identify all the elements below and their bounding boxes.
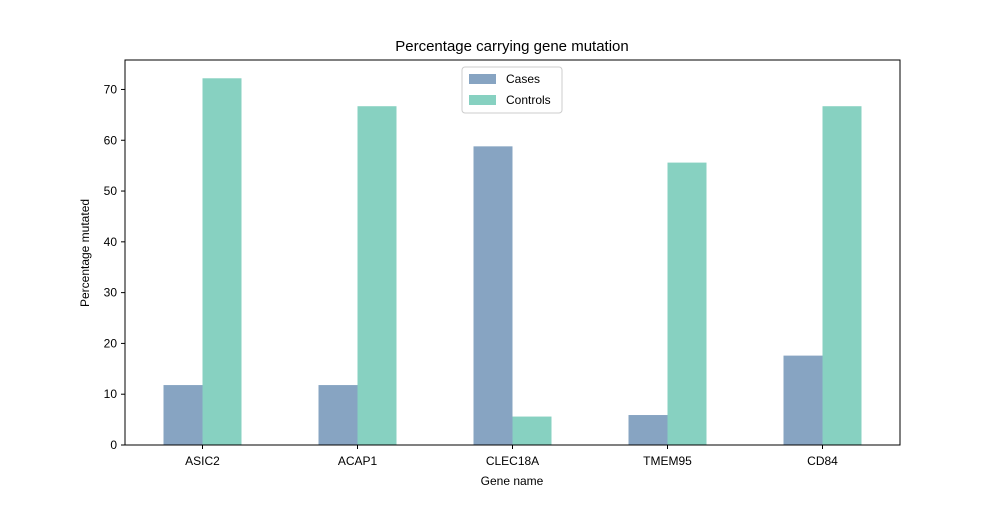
y-axis: 0 10 20 30 40 50 60 70 bbox=[104, 82, 125, 452]
legend-label-controls: Controls bbox=[506, 93, 551, 107]
bar-cases-asic2 bbox=[163, 385, 203, 445]
bar-controls-acap1 bbox=[357, 106, 397, 446]
y-tick-label: 50 bbox=[104, 184, 118, 198]
legend-swatch-controls bbox=[469, 95, 496, 105]
plot-area bbox=[124, 59, 901, 446]
legend-swatch-cases bbox=[469, 74, 496, 84]
legend-label-cases: Cases bbox=[506, 72, 540, 86]
x-tick-label-asic2: ASIC2 bbox=[185, 454, 220, 468]
bar-controls-tmem95 bbox=[667, 162, 707, 445]
x-tick-label-tmem95: TMEM95 bbox=[643, 454, 692, 468]
bar-cases-cd84 bbox=[783, 355, 823, 445]
y-tick-label: 30 bbox=[104, 286, 118, 300]
bar-controls-cd84 bbox=[822, 106, 862, 446]
bar-cases-acap1 bbox=[318, 385, 358, 445]
x-axis-label: Gene name bbox=[481, 474, 544, 488]
bar-cases-clec18a bbox=[473, 146, 513, 445]
y-tick-label: 10 bbox=[104, 387, 118, 401]
y-tick-label: 40 bbox=[104, 235, 118, 249]
bar-controls-clec18a bbox=[512, 416, 552, 445]
y-tick-label: 20 bbox=[104, 336, 118, 350]
x-tick-label-cd84: CD84 bbox=[807, 454, 838, 468]
legend: Cases Controls bbox=[461, 66, 563, 114]
y-tick-label: 60 bbox=[104, 133, 118, 147]
y-tick-label: 70 bbox=[104, 82, 118, 96]
bars-group bbox=[163, 78, 862, 446]
bar-controls-asic2 bbox=[202, 78, 242, 445]
y-axis-label: Percentage mutated bbox=[78, 199, 92, 307]
bar-cases-tmem95 bbox=[628, 415, 668, 445]
y-tick-label: 0 bbox=[110, 438, 117, 452]
plot-frame bbox=[124, 59, 901, 446]
x-tick-label-acap1: ACAP1 bbox=[338, 454, 378, 468]
x-tick-label-clec18a: CLEC18A bbox=[486, 454, 539, 468]
x-axis: ASIC2 ACAP1 CLEC18A TMEM95 CD84 bbox=[185, 445, 838, 468]
chart-title: Percentage carrying gene mutation bbox=[395, 38, 628, 55]
